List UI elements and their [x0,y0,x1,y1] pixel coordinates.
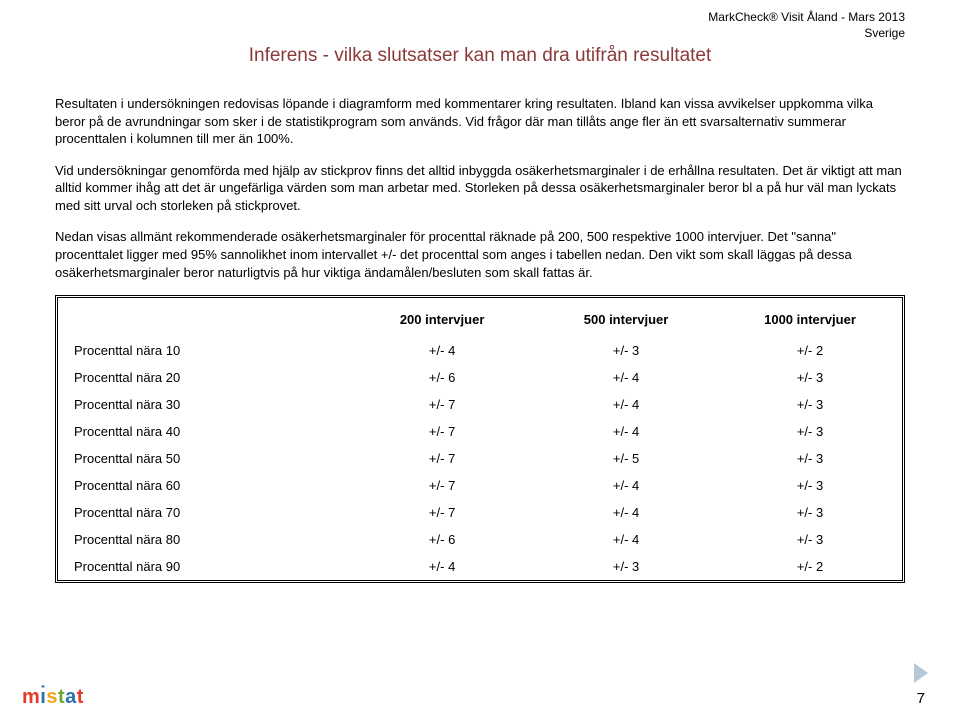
table-header-row: 200 intervjuer 500 intervjuer 1000 inter… [58,298,902,337]
row-label: Procenttal nära 90 [58,553,350,580]
cell-value: +/- 4 [534,364,718,391]
table-header-col-3: 1000 intervjuer [718,298,902,337]
cell-value: +/- 4 [350,337,534,364]
header-right: MarkCheck® Visit Åland - Mars 2013 Sveri… [55,10,905,41]
cell-value: +/- 7 [350,499,534,526]
paragraph-3: Nedan visas allmänt rekommenderade osäke… [55,228,905,281]
table-row: Procenttal nära 60+/- 7+/- 4+/- 3 [58,472,902,499]
table-row: Procenttal nära 20+/- 6+/- 4+/- 3 [58,364,902,391]
cell-value: +/- 4 [350,553,534,580]
cell-value: +/- 3 [718,364,902,391]
table-row: Procenttal nära 40+/- 7+/- 4+/- 3 [58,418,902,445]
table-row: Procenttal nära 70+/- 7+/- 4+/- 3 [58,499,902,526]
row-label: Procenttal nära 50 [58,445,350,472]
cell-value: +/- 2 [718,337,902,364]
header-line-2: Sverige [55,26,905,42]
row-label: Procenttal nära 20 [58,364,350,391]
cell-value: +/- 4 [534,472,718,499]
uncertainty-table: 200 intervjuer 500 intervjuer 1000 inter… [58,298,902,580]
page-title: Inferens - vilka slutsatser kan man dra … [55,45,905,67]
cell-value: +/- 3 [718,499,902,526]
row-label: Procenttal nära 60 [58,472,350,499]
table-row: Procenttal nära 80+/- 6+/- 4+/- 3 [58,526,902,553]
cell-value: +/- 5 [534,445,718,472]
cell-value: +/- 3 [718,445,902,472]
row-label: Procenttal nära 40 [58,418,350,445]
header-line-1: MarkCheck® Visit Åland - Mars 2013 [55,10,905,26]
table-row: Procenttal nära 50+/- 7+/- 5+/- 3 [58,445,902,472]
cell-value: +/- 4 [534,391,718,418]
page-number: 7 [917,690,925,707]
table-row: Procenttal nära 30+/- 7+/- 4+/- 3 [58,391,902,418]
cell-value: +/- 3 [534,553,718,580]
row-label: Procenttal nära 10 [58,337,350,364]
cell-value: +/- 7 [350,391,534,418]
cell-value: +/- 4 [534,526,718,553]
next-page-icon[interactable] [914,663,928,683]
cell-value: +/- 3 [718,418,902,445]
cell-value: +/- 7 [350,418,534,445]
mistat-logo: mı̇stat [22,686,84,709]
table-row: Procenttal nära 10+/- 4+/- 3+/- 2 [58,337,902,364]
row-label: Procenttal nära 70 [58,499,350,526]
cell-value: +/- 4 [534,418,718,445]
paragraph-2: Vid undersökningar genomförda med hjälp … [55,162,905,215]
table-header-col-1: 200 intervjuer [350,298,534,337]
row-label: Procenttal nära 30 [58,391,350,418]
cell-value: +/- 7 [350,445,534,472]
cell-value: +/- 3 [718,391,902,418]
cell-value: +/- 4 [534,499,718,526]
cell-value: +/- 6 [350,526,534,553]
cell-value: +/- 6 [350,364,534,391]
cell-value: +/- 3 [534,337,718,364]
table-row: Procenttal nära 90+/- 4+/- 3+/- 2 [58,553,902,580]
cell-value: +/- 7 [350,472,534,499]
cell-value: +/- 3 [718,526,902,553]
table-header-col-2: 500 intervjuer [534,298,718,337]
row-label: Procenttal nära 80 [58,526,350,553]
paragraph-1: Resultaten i undersökningen redovisas lö… [55,95,905,148]
cell-value: +/- 2 [718,553,902,580]
uncertainty-table-container: 200 intervjuer 500 intervjuer 1000 inter… [55,295,905,583]
cell-value: +/- 3 [718,472,902,499]
table-header-empty [58,298,350,337]
